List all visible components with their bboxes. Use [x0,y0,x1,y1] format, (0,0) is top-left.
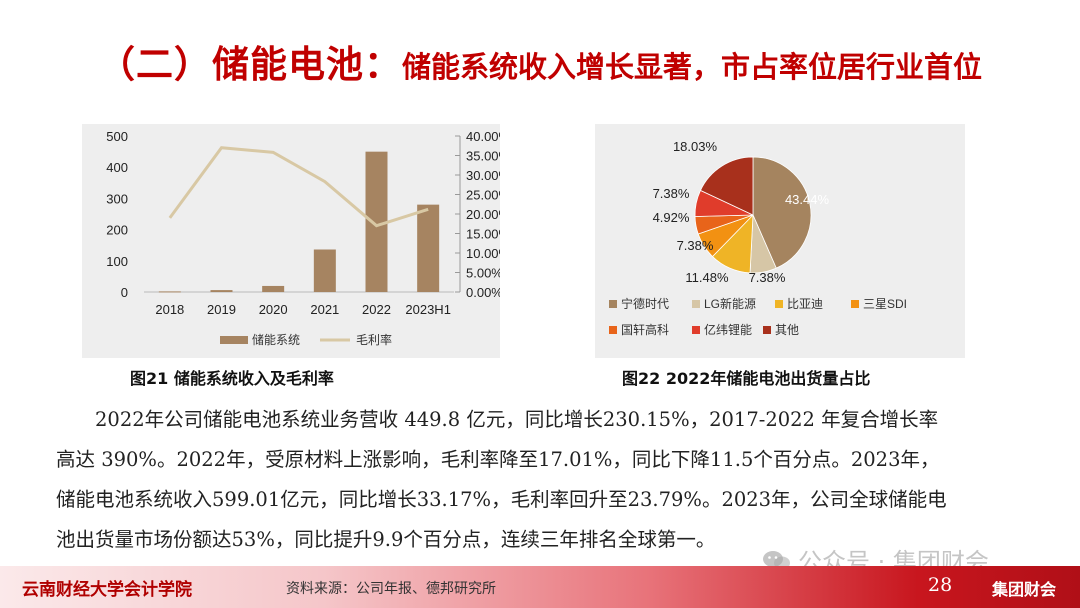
pie-data-label: 11.48% [685,270,729,285]
y2-axis-tick-label: 5.00% [466,266,500,281]
body-paragraph: 2022年公司储能电池系统业务营收 449.8 亿元，同比增长230.15%，2… [56,400,1031,560]
figure2-caption: 图22 2022年储能电池出货量占比 [622,369,871,388]
legend-swatch [692,326,700,334]
revenue-margin-chart-panel: 0 100 200 300 400 500 0.00% 5.00% 10.00% 15.00% 2… [82,124,511,358]
bar-2023H1 [417,204,440,292]
shipment-share-chart-panel: 43.44% 7.38% 11.48% 7.38% 4.92% 7.38% 18.03% 宁… [595,124,965,358]
revenue-margin-chart: 0 100 200 300 400 500 0.00% 5.00% 10.00% 15.00% 2… [106,129,510,347]
legend-label-margin: 毛利率 [356,332,392,347]
y-axis-tick-label: 100 [106,254,128,269]
bar-2020 [262,285,285,292]
legend-label: 其他 [775,323,799,337]
bar-2019 [210,290,233,292]
legend-label: 国轩高科 [621,322,669,337]
y2-axis-tick-label: 30.00% [466,168,500,183]
legend-label: 比亚迪 [787,297,823,311]
y2-axis-tick-label: 0.00% [466,285,500,300]
legend-swatch [609,300,617,308]
body-line: 2022年公司储能电池系统业务营收 449.8 亿元，同比增长230.15%，2… [95,408,939,431]
pie-slice-宁德时代 [752,156,812,269]
pie-data-label: 7.38% [749,270,786,285]
pie-data-label: 18.03% [673,139,718,154]
margin-line [168,146,429,228]
y2-axis-tick-label: 15.00% [466,227,500,242]
footer-bar: 云南财经大学会计学院 资料来源：公司年报、德邦研究所 28 集团财会 [0,566,1080,608]
x-axis-category-label: 2023H1 [405,302,451,317]
legend-swatch [692,300,700,308]
footer-brand: 集团财会 [992,580,1057,599]
pie-data-label: 7.38% [677,238,714,253]
shipment-share-pie: 43.44% 7.38% 11.48% 7.38% 4.92% 7.38% 18.03% 宁… [609,139,907,337]
footer-school: 云南财经大学会计学院 [22,580,192,600]
legend-label: 三星SDI [863,297,907,311]
y2-axis-tick-label: 10.00% [466,246,500,261]
figure1-caption: 图21 储能系统收入及毛利率 [130,369,334,388]
y-axis-tick-label: 200 [106,223,128,238]
bar-2022 [365,151,388,292]
y2-axis-tick-label: 20.00% [466,207,500,222]
legend-swatch [775,300,783,308]
legend-label: LG新能源 [704,296,756,311]
x-axis-category-label: 2021 [310,302,339,317]
legend-label-storage: 储能系统 [252,332,300,347]
x-axis-category-label: 2020 [259,302,288,317]
legend-swatch [763,326,771,334]
legend-swatch [609,326,617,334]
y2-axis-tick-label: 35.00% [466,149,500,164]
footer-source: 资料来源：公司年报、德邦研究所 [286,581,496,597]
chart1-legend: 储能系统 毛利率 [220,332,392,347]
body-line: 池出货量市场份额达53%，同比提升9.9个百分点，连续三年排名全球第一。 [56,528,716,551]
y-axis-tick-label: 300 [106,191,128,206]
x-axis-category-label: 2018 [155,302,184,317]
page-title-main: （二）储能电池： [97,42,402,86]
pie-data-label: 7.38% [653,186,690,201]
legend-swatch-storage [220,336,248,344]
x-axis-category-label: 2022 [362,302,391,317]
y-axis-tick-label: 0 [121,285,128,300]
y2-axis-tick-label: 25.00% [466,188,500,203]
y2-axis-tick-label: 40.00% [466,129,500,144]
legend-label: 亿纬锂能 [704,322,752,337]
body-line: 高达 390%。2022年，受原材料上涨影响，毛利率降至17.01%，同比下降1… [56,448,940,471]
legend-swatch [851,300,859,308]
body-line: 储能电池系统收入599.01亿元，同比增长33.17%，毛利率回升至23.79%… [56,488,947,511]
x-axis-category-label: 2019 [207,302,236,317]
page-number: 28 [928,574,953,596]
bar-2018 [158,291,181,293]
bar-2021 [313,249,336,292]
pie-data-label: 4.92% [653,210,690,225]
pie-slice-其他 [699,156,754,216]
y-axis-tick-label: 500 [106,129,128,144]
legend-label: 宁德时代 [621,296,669,311]
y-axis-tick-label: 400 [106,160,128,175]
page-title: （二）储能电池：储能系统收入增长显著，市占率位居行业首位 [0,34,1080,88]
page-title-sub: 储能系统收入增长显著，市占率位居行业首位 [401,50,982,84]
pie-data-label: 43.44% [785,192,830,207]
